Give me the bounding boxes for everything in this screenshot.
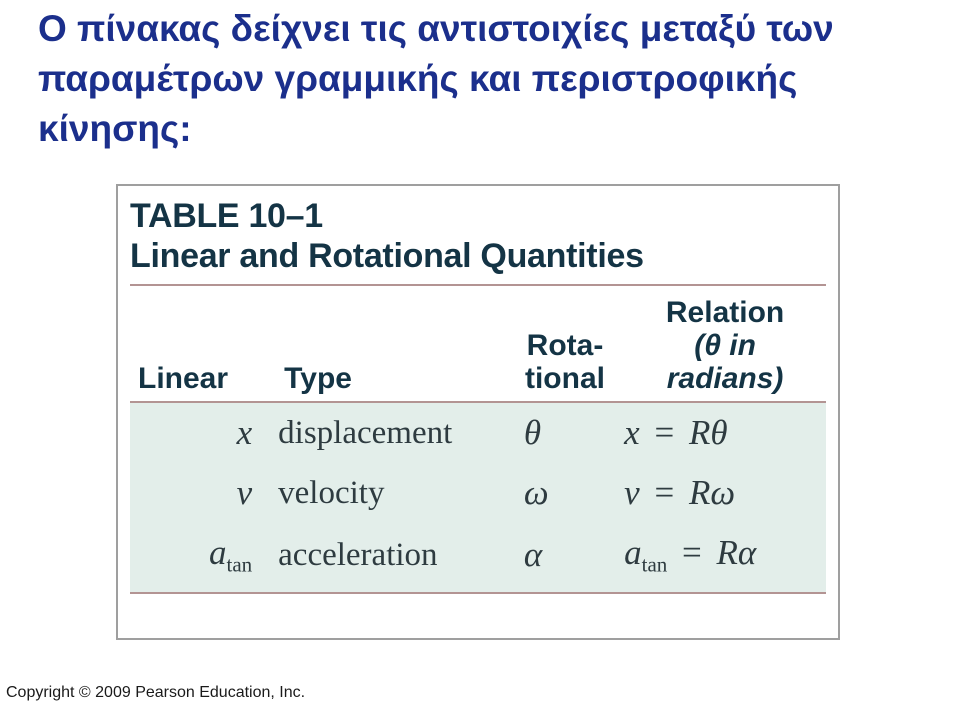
table-row: v velocity ω v = Rω [130, 463, 826, 523]
equals-sign: = [676, 533, 708, 572]
heading-line2: παραμέτρων γραμμικής και περιστροφικής [38, 58, 797, 99]
col-header-rotational-l1: Rota- [527, 329, 604, 362]
cell-type: acceleration [276, 523, 506, 587]
sym-v: v [237, 473, 253, 512]
rel-rhs: Rω [689, 473, 735, 512]
rel-lhs: atan [624, 533, 667, 572]
table-caption: TABLE 10–1 Linear and Rotational Quantit… [130, 196, 826, 276]
col-header-rotational: Rota- tional [506, 286, 624, 401]
caption-line1: TABLE 10–1 [130, 197, 323, 235]
col-header-relation-l1: Relation [666, 296, 784, 329]
col-header-rotational-l2: tional [525, 362, 605, 395]
table-figure: TABLE 10–1 Linear and Rotational Quantit… [118, 186, 838, 638]
table-row: atan acceleration α atan = Rα [130, 523, 826, 587]
cell-rotational: α [506, 523, 624, 587]
sym-x: x [237, 413, 253, 452]
cell-linear: atan [130, 523, 276, 587]
cell-rotational: θ [506, 403, 624, 463]
rel-lhs: x [624, 413, 640, 452]
cell-relation: atan = Rα [624, 523, 826, 587]
cell-linear: x [130, 403, 276, 463]
heading-line1: Ο πίνακας δείχνει τις αντιστοιχίες μεταξ… [38, 8, 834, 49]
rel-rhs: Rθ [689, 413, 728, 452]
cell-linear: v [130, 463, 276, 523]
sym-atan: atan [209, 533, 252, 572]
col-header-relation-l2: (θ in radians) [667, 329, 784, 395]
cell-rotational: ω [506, 463, 624, 523]
quantities-table: Linear Type Rota- tional Relation (θ in … [130, 286, 826, 593]
copyright-notice: Copyright © 2009 Pearson Education, Inc. [6, 684, 305, 702]
table-header-row: Linear Type Rota- tional Relation (θ in … [130, 286, 826, 401]
page-title: Ο πίνακας δείχνει τις αντιστοιχίες μεταξ… [38, 4, 928, 154]
cell-relation: v = Rω [624, 463, 826, 523]
rel-lhs: v [624, 473, 640, 512]
table-row: x displacement θ x = Rθ [130, 403, 826, 463]
equals-sign: = [648, 413, 680, 452]
col-header-type: Type [276, 286, 506, 401]
rel-rhs: Rα [717, 533, 757, 572]
heading-line3: κίνησης: [38, 108, 192, 149]
caption-line2: Linear and Rotational Quantities [130, 237, 644, 275]
cell-relation: x = Rθ [624, 403, 826, 463]
cell-type: displacement [276, 403, 506, 463]
col-header-linear: Linear [130, 286, 276, 401]
col-header-relation: Relation (θ in radians) [624, 286, 826, 401]
bottom-rule [130, 592, 826, 594]
cell-type: velocity [276, 463, 506, 523]
equals-sign: = [648, 473, 680, 512]
